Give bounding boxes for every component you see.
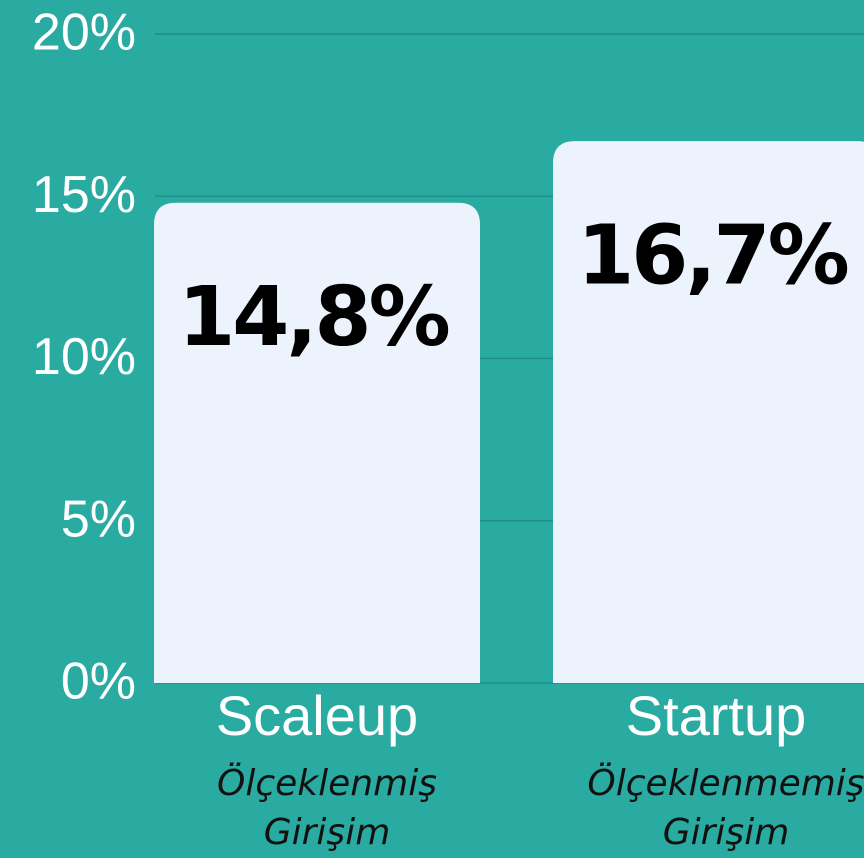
y-tick-label: 20%: [32, 4, 136, 62]
value-label: 16,7%: [577, 209, 847, 304]
x-tick-sublabel: Girişim: [264, 812, 391, 853]
y-tick-label: 5%: [61, 490, 136, 548]
bar: [553, 141, 864, 683]
x-tick-sublabel: Ölçeklenmemiş: [587, 762, 864, 804]
x-tick-sublabel: Girişim: [663, 812, 790, 853]
y-tick-label: 15%: [32, 166, 136, 224]
x-tick-label: Scaleup: [216, 684, 418, 747]
x-tick-label: Startup: [626, 684, 807, 747]
value-label: 14,8%: [178, 270, 448, 365]
x-tick-sublabel: Ölçeklenmiş: [217, 762, 437, 804]
y-tick-label: 0%: [61, 653, 136, 711]
y-tick-label: 10%: [32, 328, 136, 386]
bar: [154, 202, 480, 684]
